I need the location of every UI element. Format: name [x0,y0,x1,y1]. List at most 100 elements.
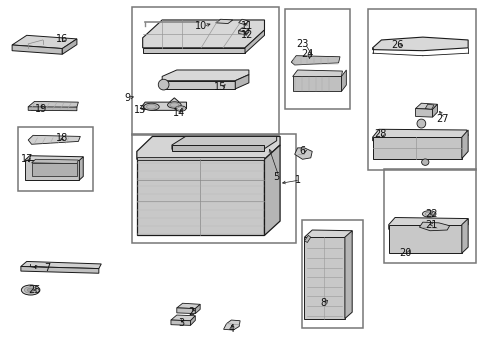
Text: 5: 5 [273,172,280,182]
Polygon shape [137,136,280,159]
Text: 28: 28 [374,129,387,139]
Text: 10: 10 [195,21,207,31]
Polygon shape [12,35,77,49]
Polygon shape [223,320,240,330]
Polygon shape [28,102,78,111]
Polygon shape [177,303,200,309]
Polygon shape [21,266,99,273]
Polygon shape [28,107,77,111]
Polygon shape [171,320,191,325]
Polygon shape [177,308,196,314]
Polygon shape [143,48,245,53]
Polygon shape [293,76,342,91]
Text: 15: 15 [215,82,227,92]
Bar [132,134,296,243]
Text: 6: 6 [299,147,306,157]
Polygon shape [265,145,280,235]
Ellipse shape [421,159,429,165]
Polygon shape [416,103,438,109]
Polygon shape [172,145,264,152]
Text: 23: 23 [296,39,309,49]
Polygon shape [31,163,77,176]
Polygon shape [162,70,249,81]
Polygon shape [416,109,433,117]
Polygon shape [137,159,265,235]
Polygon shape [245,29,249,35]
Polygon shape [162,81,235,89]
Polygon shape [389,217,468,229]
Polygon shape [21,261,101,269]
Text: 11: 11 [241,21,253,31]
Polygon shape [304,235,311,243]
Polygon shape [239,31,245,35]
Polygon shape [304,230,352,243]
Polygon shape [31,159,78,163]
Polygon shape [462,219,468,253]
Text: 2: 2 [188,307,195,317]
Polygon shape [216,19,233,23]
Polygon shape [140,98,187,111]
Polygon shape [462,130,468,158]
Bar [368,9,476,170]
Text: 4: 4 [228,324,234,334]
Text: 12: 12 [241,30,254,40]
Text: 8: 8 [320,298,326,308]
Polygon shape [171,315,196,321]
Ellipse shape [22,285,40,295]
Polygon shape [293,70,343,79]
Ellipse shape [24,287,37,293]
Polygon shape [28,135,80,144]
Text: 24: 24 [301,49,314,59]
Polygon shape [137,157,265,160]
Polygon shape [191,316,196,325]
Text: 18: 18 [56,133,69,143]
Text: 9: 9 [124,93,130,103]
Text: 22: 22 [425,209,438,219]
Polygon shape [373,137,462,158]
Ellipse shape [27,288,34,292]
Polygon shape [345,231,352,319]
Bar [302,220,363,328]
Bar [384,168,476,263]
Text: 27: 27 [436,113,448,123]
Polygon shape [389,225,462,253]
Bar [132,7,279,135]
Polygon shape [25,156,83,163]
Ellipse shape [168,102,181,108]
Ellipse shape [417,119,426,128]
Text: 7: 7 [45,262,51,273]
Polygon shape [62,39,77,54]
Text: 16: 16 [56,34,69,44]
Polygon shape [172,136,277,149]
Polygon shape [294,148,312,159]
Polygon shape [239,28,249,32]
Text: 17: 17 [21,154,33,164]
Text: 14: 14 [173,108,185,118]
Polygon shape [373,129,468,141]
Polygon shape [373,37,468,51]
Ellipse shape [144,103,159,111]
Polygon shape [419,222,450,231]
Polygon shape [196,304,200,314]
Text: 1: 1 [294,175,301,185]
Polygon shape [235,75,249,89]
Polygon shape [245,30,265,53]
Text: 25: 25 [28,285,41,295]
Text: 20: 20 [400,248,412,258]
Bar [19,127,93,192]
Polygon shape [433,104,438,117]
Ellipse shape [175,106,186,111]
Text: 26: 26 [391,40,403,50]
Text: 21: 21 [425,220,437,230]
Polygon shape [239,19,248,24]
Polygon shape [25,160,79,180]
Polygon shape [291,56,340,65]
Ellipse shape [422,211,436,217]
Polygon shape [79,157,83,180]
Text: 19: 19 [35,104,48,113]
Polygon shape [12,45,62,54]
Polygon shape [425,104,434,109]
Polygon shape [304,237,345,319]
Polygon shape [143,20,265,48]
Polygon shape [342,70,346,91]
